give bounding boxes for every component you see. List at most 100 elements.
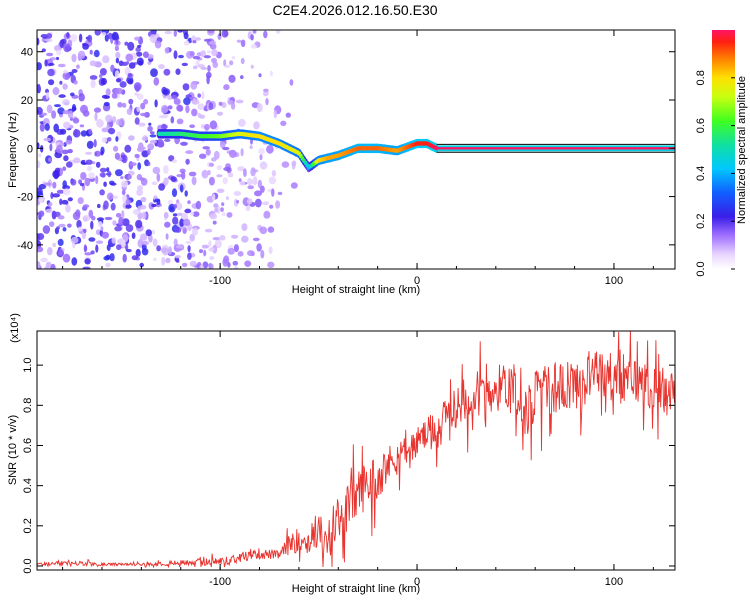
noise-point xyxy=(43,182,52,186)
noise-point xyxy=(93,49,100,58)
noise-point xyxy=(70,34,78,42)
noise-point xyxy=(94,30,101,36)
colorbar-label: Normalized spectral amplitude xyxy=(736,76,748,224)
noise-point xyxy=(58,94,66,98)
noise-point xyxy=(95,175,99,185)
noise-point xyxy=(84,177,91,187)
noise-point xyxy=(126,108,133,116)
noise-point xyxy=(173,203,177,209)
noise-point xyxy=(254,190,262,197)
noise-point xyxy=(111,237,117,244)
noise-point xyxy=(67,223,72,228)
noise-point xyxy=(37,233,41,242)
noise-point xyxy=(258,147,265,155)
noise-point xyxy=(281,161,290,168)
noise-point xyxy=(158,115,167,119)
noise-point xyxy=(263,30,268,39)
noise-point xyxy=(59,198,63,206)
noise-point xyxy=(213,203,219,208)
noise-point xyxy=(38,195,44,204)
noise-point xyxy=(71,106,77,112)
noise-point xyxy=(240,75,244,80)
noise-point xyxy=(94,150,101,157)
spectrogram-panel: -100 0 100 -40 -20 0 20 40 Height of straight l… xyxy=(7,29,676,296)
noise-point xyxy=(48,157,52,163)
noise-point xyxy=(209,40,216,46)
noise-point xyxy=(89,49,93,55)
noise-point xyxy=(240,39,246,48)
noise-point xyxy=(149,134,157,138)
noise-point xyxy=(86,165,93,172)
noise-point xyxy=(228,74,236,83)
noise-point xyxy=(103,181,107,187)
noise-point xyxy=(100,226,104,231)
noise-point xyxy=(208,102,214,111)
noise-point xyxy=(121,189,126,196)
noise-point xyxy=(147,61,152,65)
noise-point xyxy=(45,92,50,100)
noise-point xyxy=(125,243,129,251)
noise-point xyxy=(124,144,132,153)
colorbar-tick-label: 0.4 xyxy=(695,166,707,181)
noise-point xyxy=(257,179,262,189)
noise-point xyxy=(241,223,248,232)
noise-point xyxy=(268,246,273,254)
noise-point xyxy=(120,180,129,188)
noise-point xyxy=(237,166,245,172)
noise-point xyxy=(70,179,77,186)
noise-point xyxy=(152,166,161,175)
noise-point xyxy=(119,81,127,88)
noise-point xyxy=(180,141,188,146)
noise-point xyxy=(223,84,230,91)
noise-point xyxy=(71,257,78,266)
noise-point xyxy=(99,68,107,76)
noise-point xyxy=(190,211,195,216)
noise-point xyxy=(212,220,217,225)
noise-point xyxy=(38,153,42,158)
noise-point xyxy=(211,49,218,57)
noise-point xyxy=(82,216,88,222)
colorbar-tick-label: 0.0 xyxy=(695,261,707,276)
noise-point xyxy=(170,116,175,124)
noise-point xyxy=(222,146,230,151)
noise-point xyxy=(176,118,184,125)
noise-point xyxy=(214,207,219,213)
noise-point xyxy=(121,210,125,219)
noise-point xyxy=(231,55,236,60)
noise-point xyxy=(189,51,195,57)
noise-point xyxy=(250,44,257,49)
noise-point xyxy=(140,102,146,110)
noise-point xyxy=(216,188,225,193)
noise-point xyxy=(47,247,53,256)
noise-point xyxy=(115,213,122,218)
noise-point xyxy=(120,176,124,180)
noise-point xyxy=(195,200,202,210)
snr-xlabel: Height of straight line (km) xyxy=(292,583,420,595)
noise-point xyxy=(131,255,139,261)
noise-point xyxy=(65,204,71,213)
noise-point xyxy=(112,116,116,123)
noise-point xyxy=(62,110,70,115)
noise-point xyxy=(136,57,144,66)
noise-point xyxy=(100,150,104,156)
noise-point xyxy=(141,240,149,246)
noise-point xyxy=(103,101,110,107)
noise-point xyxy=(237,251,244,257)
noise-point xyxy=(95,229,101,236)
noise-point xyxy=(200,66,208,70)
noise-point xyxy=(111,92,118,99)
noise-point xyxy=(156,199,161,206)
noise-point xyxy=(171,188,178,198)
noise-point xyxy=(121,218,130,227)
noise-point xyxy=(207,65,211,72)
noise-point xyxy=(49,221,55,228)
noise-point xyxy=(127,79,134,85)
noise-point xyxy=(236,200,240,204)
noise-point xyxy=(172,159,178,164)
colorbar-tick-label: 0.6 xyxy=(695,118,707,133)
y-tick-label: 20 xyxy=(21,95,33,107)
noise-point xyxy=(247,250,255,257)
noise-point xyxy=(173,30,177,37)
spectrogram-ylabel: Frequency (Hz) xyxy=(7,112,19,188)
noise-point xyxy=(82,110,90,117)
